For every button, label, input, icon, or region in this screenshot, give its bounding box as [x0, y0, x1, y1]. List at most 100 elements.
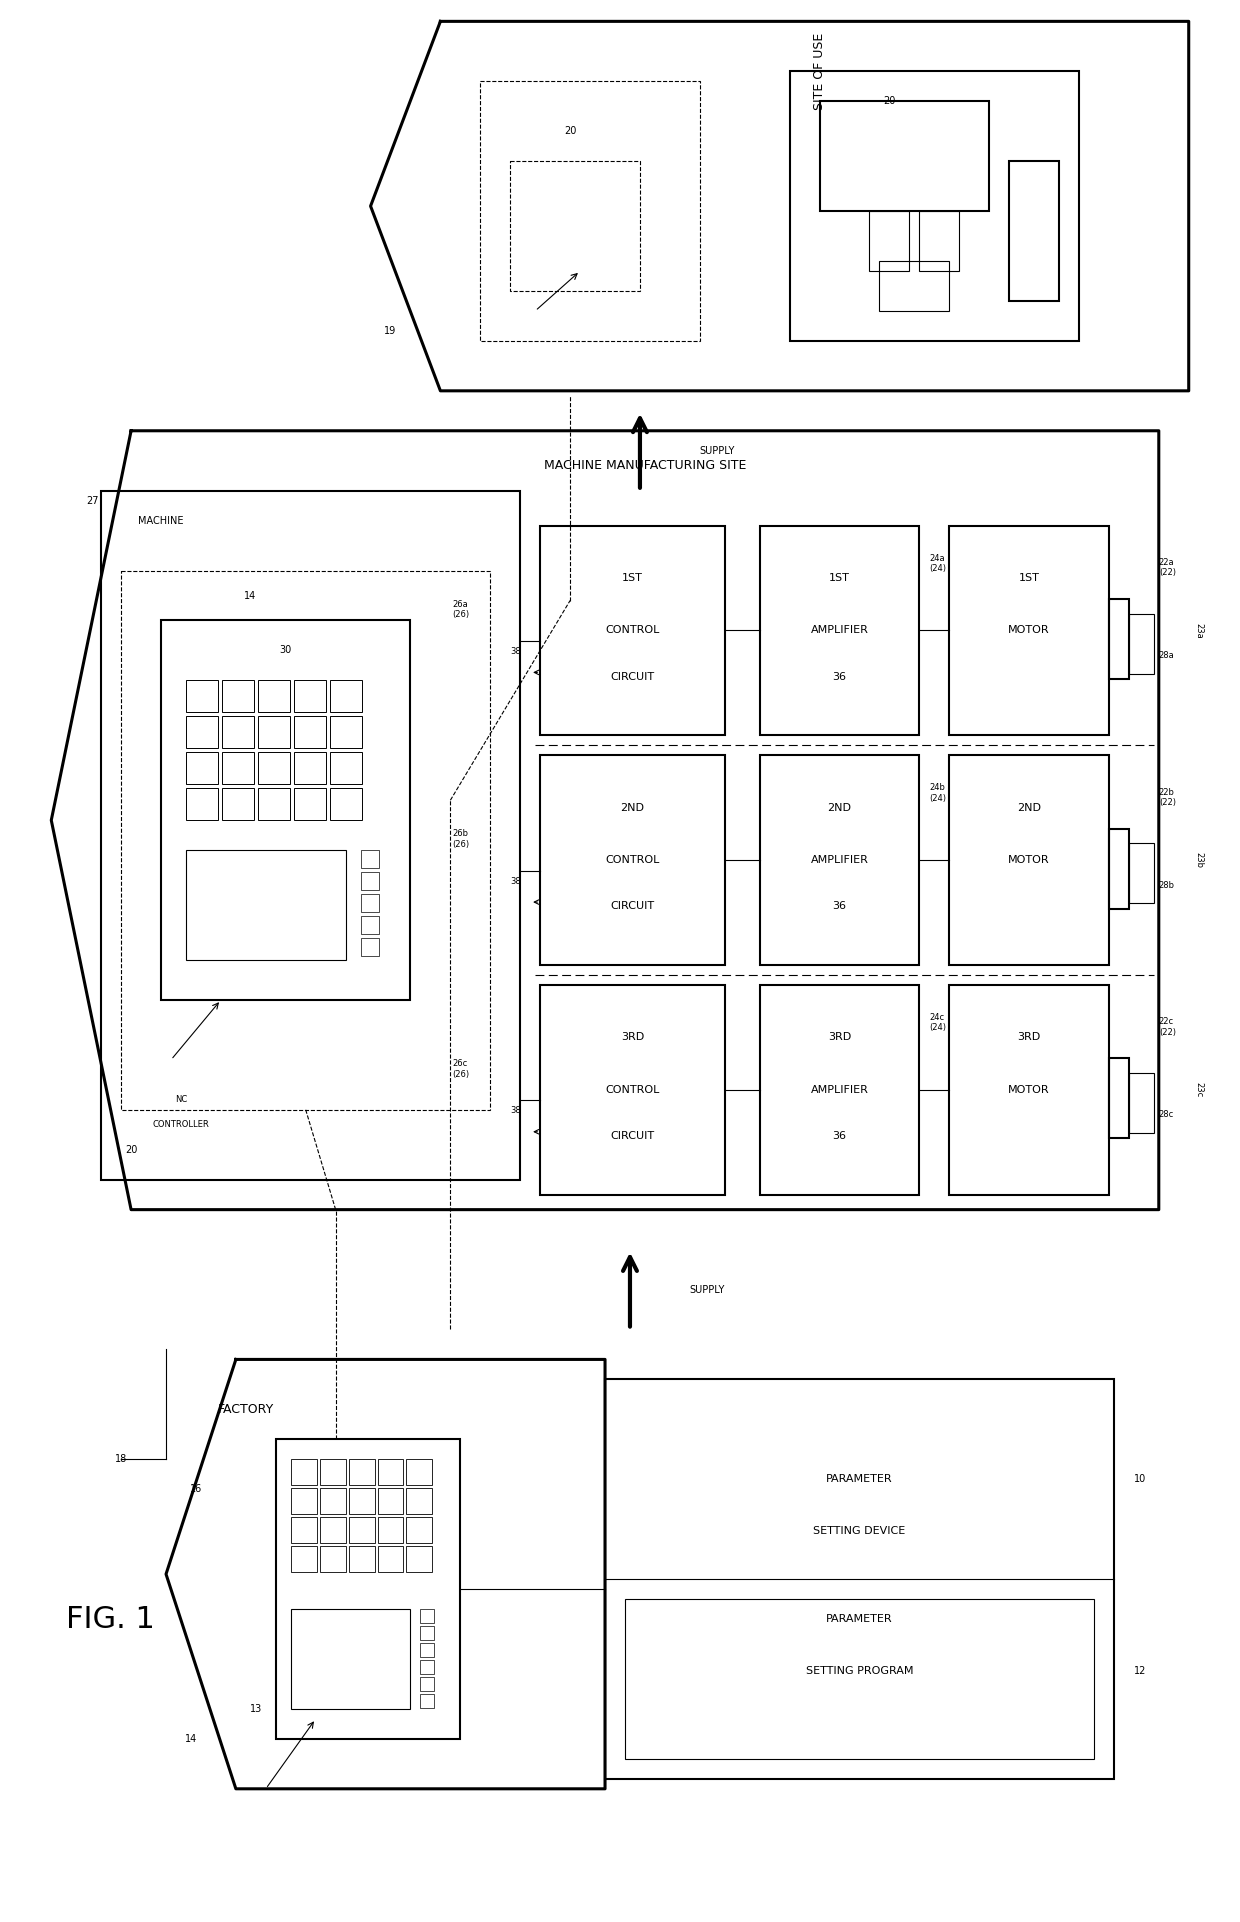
Bar	[186, 717, 218, 748]
Text: 24c
(24): 24c (24)	[929, 1013, 946, 1032]
Text: MOTOR: MOTOR	[1008, 625, 1050, 636]
Text: AMPLIFIER: AMPLIFIER	[811, 625, 868, 636]
Text: 36: 36	[832, 671, 847, 682]
Bar	[541, 525, 724, 736]
Bar	[760, 525, 919, 736]
Bar	[222, 680, 254, 713]
Bar	[1109, 828, 1128, 909]
Text: 12: 12	[1133, 1666, 1146, 1676]
Bar	[869, 211, 909, 271]
Bar	[258, 717, 290, 748]
Bar	[330, 752, 362, 784]
Text: 26c
(26): 26c (26)	[451, 1059, 469, 1078]
Bar	[510, 161, 640, 290]
Bar	[541, 755, 724, 965]
Bar	[790, 71, 1079, 340]
Text: 24b
(24): 24b (24)	[929, 784, 946, 803]
Text: 28c: 28c	[1159, 1111, 1174, 1119]
Text: FACTORY: FACTORY	[218, 1403, 274, 1417]
Bar	[377, 1545, 403, 1572]
Bar	[420, 1678, 434, 1691]
Text: CONTROL: CONTROL	[605, 1084, 660, 1096]
Text: MACHINE MANUFACTURING SITE: MACHINE MANUFACTURING SITE	[544, 459, 746, 473]
Text: 3RD: 3RD	[621, 1032, 644, 1042]
Text: 23c: 23c	[1194, 1082, 1203, 1097]
Bar	[1128, 613, 1153, 673]
Bar	[290, 1609, 410, 1709]
Bar	[290, 1545, 316, 1572]
Text: 23b: 23b	[1194, 851, 1203, 869]
Bar	[420, 1661, 434, 1674]
Text: 30: 30	[280, 646, 291, 655]
Bar	[407, 1459, 433, 1486]
Text: 23a: 23a	[1194, 623, 1203, 638]
Text: 19: 19	[384, 327, 397, 336]
Bar	[258, 752, 290, 784]
Bar	[1009, 161, 1059, 302]
Text: PARAMETER: PARAMETER	[826, 1474, 893, 1484]
Text: CIRCUIT: CIRCUIT	[610, 901, 655, 911]
Bar	[407, 1545, 433, 1572]
Bar	[320, 1545, 346, 1572]
Bar	[320, 1459, 346, 1486]
Bar	[625, 1599, 1094, 1759]
Bar	[294, 717, 326, 748]
Bar	[420, 1643, 434, 1657]
Bar	[1128, 844, 1153, 903]
Text: MACHINE: MACHINE	[139, 515, 184, 525]
Bar	[222, 752, 254, 784]
Bar	[420, 1693, 434, 1709]
Bar	[275, 1440, 460, 1739]
Bar	[186, 752, 218, 784]
Bar	[348, 1488, 374, 1515]
Bar	[407, 1488, 433, 1515]
Text: 28b: 28b	[1159, 880, 1174, 890]
Bar	[222, 788, 254, 821]
Bar	[361, 850, 378, 869]
Bar	[361, 938, 378, 955]
Bar	[290, 1516, 316, 1543]
Bar	[330, 680, 362, 713]
Text: AMPLIFIER: AMPLIFIER	[811, 1084, 868, 1096]
Text: 36: 36	[832, 1130, 847, 1142]
Text: 22b
(22): 22b (22)	[1159, 788, 1176, 807]
Text: SUPPLY: SUPPLY	[689, 1284, 725, 1295]
Text: 16: 16	[190, 1484, 202, 1493]
Bar	[290, 1459, 316, 1486]
Text: 3RD: 3RD	[1018, 1032, 1040, 1042]
Text: 2ND: 2ND	[620, 803, 645, 813]
Bar	[258, 680, 290, 713]
Bar	[1128, 1072, 1153, 1132]
Text: CIRCUIT: CIRCUIT	[610, 1130, 655, 1142]
Bar	[407, 1516, 433, 1543]
Bar	[919, 211, 960, 271]
Bar	[186, 788, 218, 821]
Text: AMPLIFIER: AMPLIFIER	[811, 855, 868, 865]
Text: 38: 38	[510, 648, 521, 655]
Bar	[950, 755, 1109, 965]
Text: 13: 13	[249, 1705, 262, 1714]
Text: 14: 14	[185, 1734, 197, 1743]
Text: PARAMETER: PARAMETER	[826, 1614, 893, 1624]
Text: CONTROL: CONTROL	[605, 625, 660, 636]
Text: MOTOR: MOTOR	[1008, 855, 1050, 865]
Text: 20: 20	[564, 127, 577, 136]
Text: 24a
(24): 24a (24)	[929, 554, 946, 573]
Text: MOTOR: MOTOR	[1008, 1084, 1050, 1096]
Bar	[377, 1516, 403, 1543]
Bar	[294, 680, 326, 713]
Bar	[820, 102, 990, 211]
Bar	[605, 1380, 1114, 1780]
Bar	[950, 525, 1109, 736]
Bar	[290, 1488, 316, 1515]
Text: 20: 20	[125, 1146, 138, 1155]
Text: SETTING PROGRAM: SETTING PROGRAM	[806, 1666, 913, 1676]
Text: 3RD: 3RD	[828, 1032, 851, 1042]
Text: 10: 10	[1133, 1474, 1146, 1484]
Text: 38: 38	[510, 1107, 521, 1115]
Text: 2ND: 2ND	[827, 803, 852, 813]
Text: 22a
(22): 22a (22)	[1159, 557, 1176, 577]
Bar	[222, 717, 254, 748]
Bar	[294, 752, 326, 784]
Text: 22c
(22): 22c (22)	[1159, 1017, 1176, 1036]
